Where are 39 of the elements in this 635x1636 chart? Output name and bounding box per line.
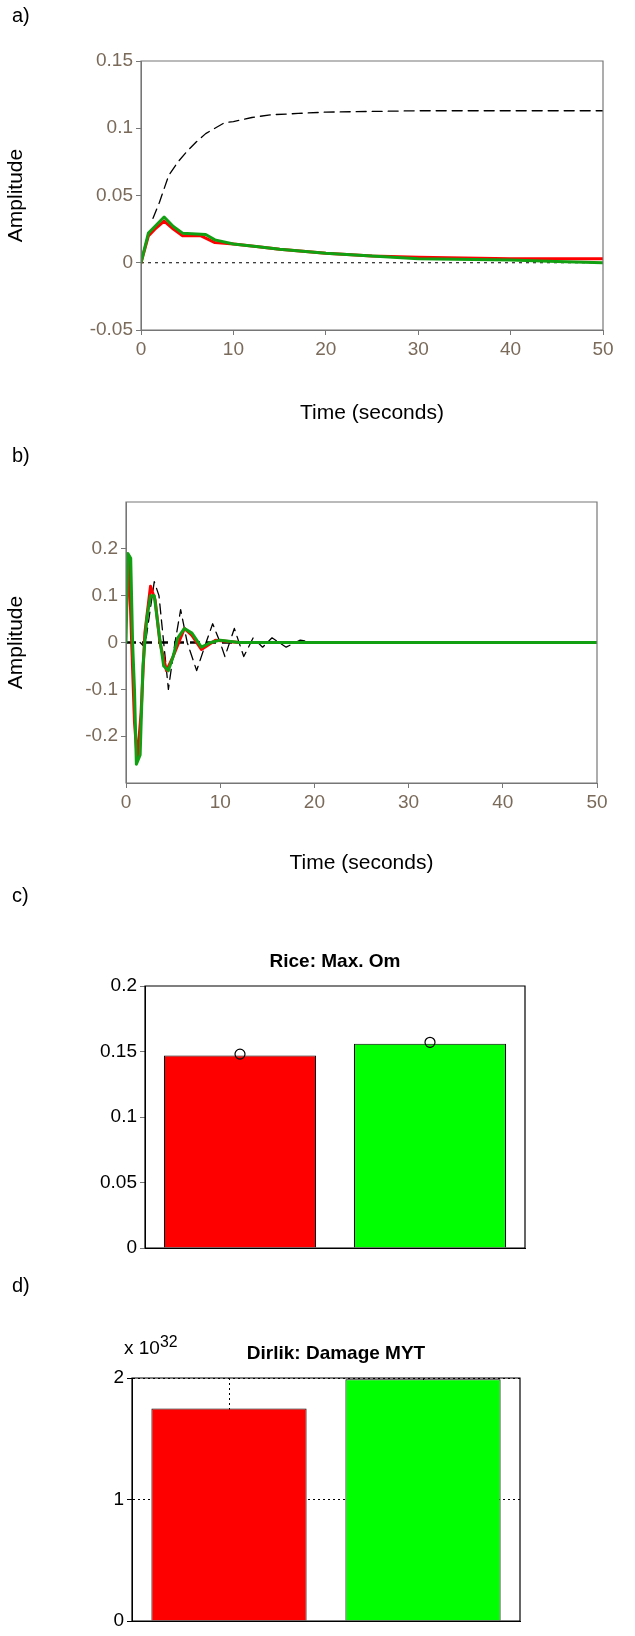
y-tick-label: -0.05 [89, 318, 133, 340]
y-tick-label: 0.15 [100, 1039, 137, 1061]
text: c) [12, 884, 29, 907]
y-tick-label: 0.05 [100, 1170, 137, 1192]
x-tick-label: 10 [209, 790, 231, 812]
y-tick-label: 0.1 [106, 116, 133, 138]
y-tick-label: 0.05 [96, 183, 133, 205]
x-axis-title: Time (seconds) [300, 400, 444, 424]
x-tick-label: 50 [586, 790, 608, 812]
text: x 10$^{32}$ [124, 1333, 178, 1360]
y-tick-label: 0.1 [91, 583, 118, 605]
y-tick-label: 0 [107, 630, 118, 652]
y-axis-title: Amplitude [3, 148, 27, 243]
y-tick-label: 0 [113, 1609, 124, 1631]
y-axis-title: Amplitude [3, 595, 27, 690]
text: a) [12, 4, 30, 27]
x-tick-label: 30 [407, 337, 429, 359]
x-axis-title: Time (seconds) [289, 850, 434, 874]
x-tick-label: 40 [500, 337, 522, 359]
y-tick-label: 0.2 [91, 537, 118, 559]
x-tick-label: 20 [303, 790, 325, 812]
y-tick-label: -0.1 [85, 677, 118, 699]
y-tick-label: 1 [113, 1487, 124, 1509]
x-tick-label: 20 [315, 337, 337, 359]
x-tick-label: 40 [492, 790, 514, 812]
chart-title: Rice: Max. Om [268, 950, 402, 972]
x-tick-label: 50 [592, 337, 614, 359]
text: b) [12, 444, 30, 467]
chart-title: Dirlik: Damage MYT [246, 1342, 426, 1363]
x-tick-label: 30 [398, 790, 420, 812]
y-tick-label: 2 [113, 1366, 124, 1388]
y-tick-label: 0 [122, 250, 133, 272]
y-tick-label: 0 [126, 1236, 137, 1258]
y-tick-label: -0.2 [85, 724, 118, 746]
y-tick-label: 0.2 [110, 974, 137, 996]
y-tick-label: 0.1 [110, 1105, 137, 1127]
text: d) [12, 1274, 30, 1297]
y-tick-label: 0.15 [96, 49, 133, 71]
x-tick-label: 10 [222, 337, 244, 359]
